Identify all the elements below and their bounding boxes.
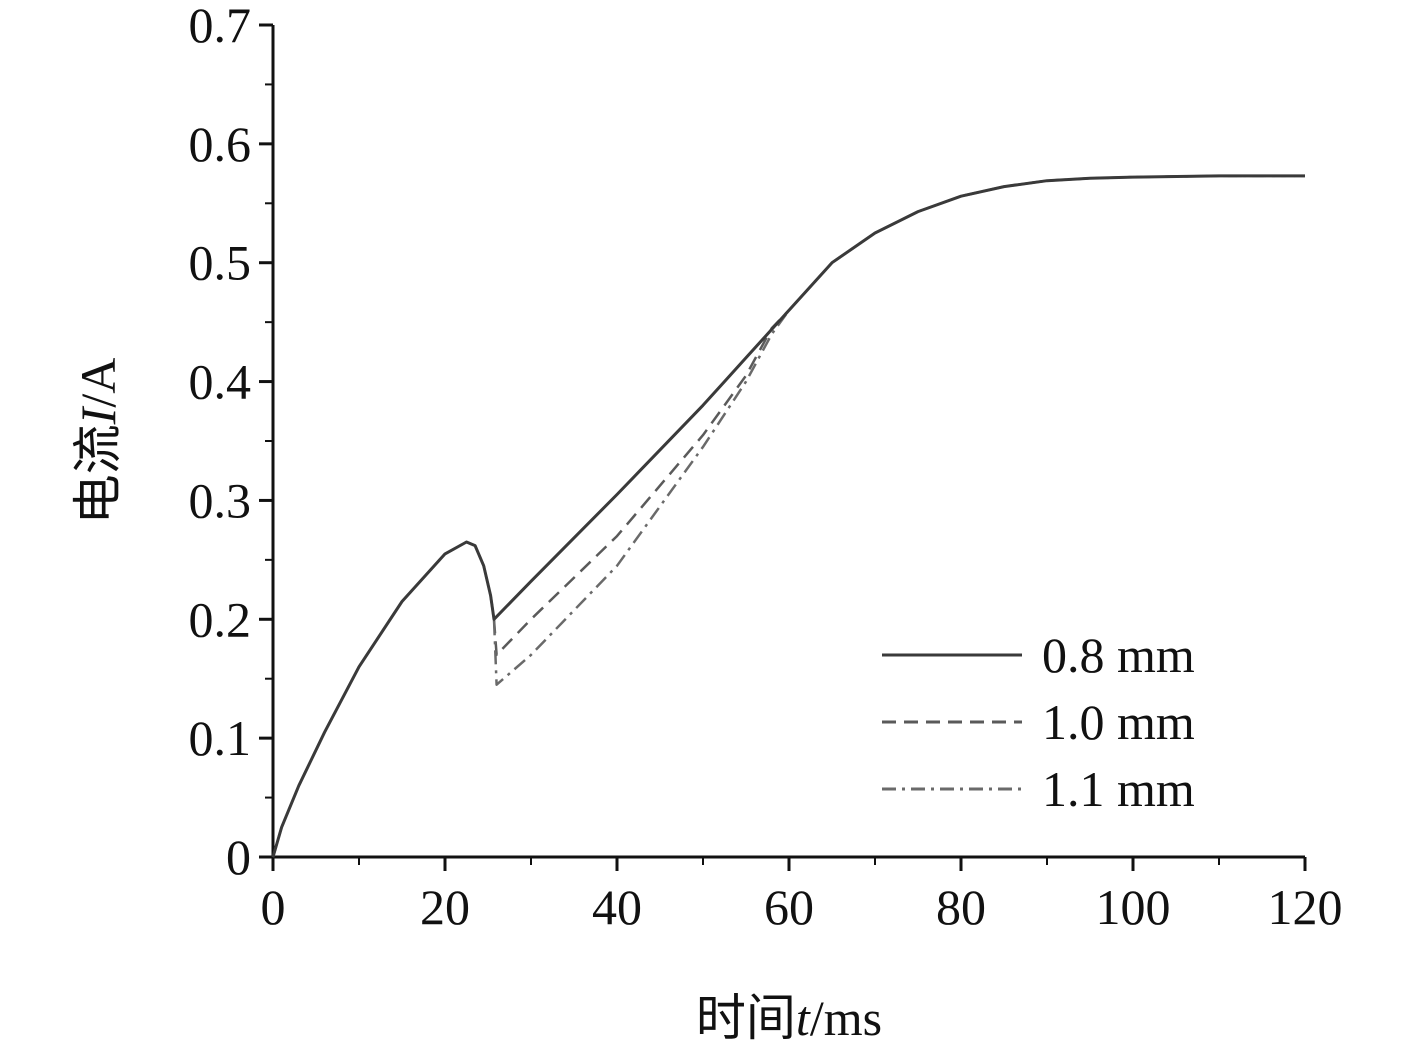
legend-label: 1.1 mm (1042, 761, 1195, 817)
series-line-1-0-mm (271, 174, 1305, 858)
y-tick-label: 0.5 (189, 235, 252, 291)
legend: 0.8 mm 1.0 mm 1.1 mm (882, 627, 1195, 817)
y-tick-label: 0.7 (189, 0, 252, 53)
y-tick-label: 0.6 (189, 116, 252, 172)
series-line-1-1-mm (271, 174, 1305, 858)
y-tick-label: 0.2 (189, 591, 252, 647)
x-axis-title: 时间t/ms (696, 990, 882, 1046)
legend-label: 1.0 mm (1042, 694, 1195, 750)
x-tick-label: 80 (936, 879, 986, 935)
series-line-0-8-mm (271, 174, 1305, 858)
x-tick-label: 120 (1268, 879, 1343, 935)
y-tick-label: 0 (226, 829, 251, 885)
x-tick-label: 100 (1096, 879, 1171, 935)
series-group (271, 174, 1305, 858)
y-tick-label: 0.1 (189, 710, 252, 766)
x-tick-label: 0 (261, 879, 286, 935)
legend-label: 0.8 mm (1042, 627, 1195, 683)
y-axis-title: 电流I/A (70, 358, 126, 525)
x-tick-label: 20 (420, 879, 470, 935)
y-tick-label: 0.3 (189, 472, 252, 528)
x-tick-label: 40 (592, 879, 642, 935)
x-tick-label: 60 (764, 879, 814, 935)
axes: 0 0.1 0.2 0.3 0.4 0.5 0.6 0.7 0 20 40 60 80 100 120 (189, 0, 1343, 935)
y-tick-label: 0.4 (189, 354, 252, 410)
